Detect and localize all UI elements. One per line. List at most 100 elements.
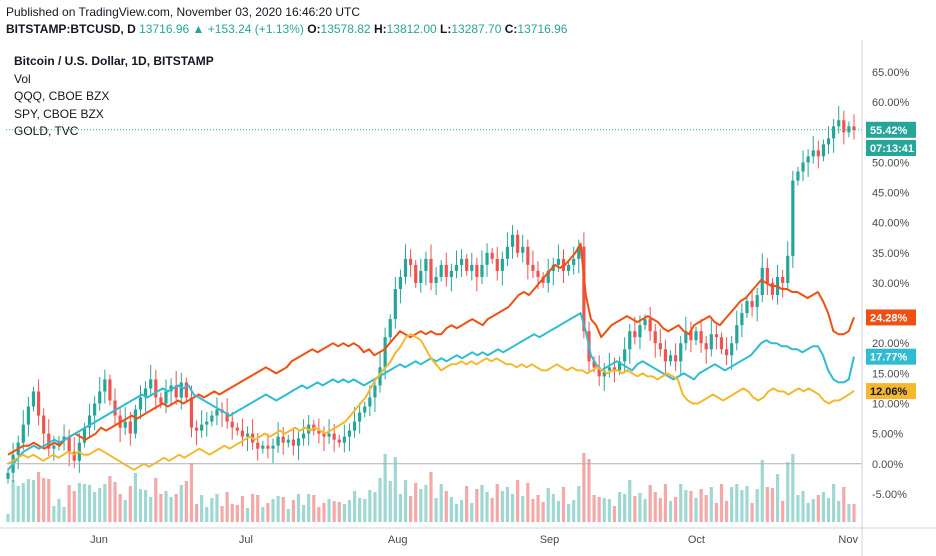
legend-item-gold[interactable]: GOLD, TVC: [14, 124, 79, 138]
volume-bar: [327, 499, 331, 522]
legend-item-spy[interactable]: SPY, CBOE BZX: [14, 106, 104, 121]
volume-bar: [730, 487, 734, 522]
volume-bar: [663, 484, 668, 522]
candle-body: [796, 171, 800, 181]
volume-bar: [403, 480, 408, 522]
candle-body: [200, 424, 204, 431]
volume-bar: [521, 496, 525, 522]
volume-bar: [36, 472, 41, 522]
volume-bar: [628, 480, 632, 522]
candle-body: [67, 436, 71, 452]
candle-body: [154, 379, 158, 398]
volume-bar: [837, 501, 841, 522]
y-tick-label: 45.00%: [872, 188, 910, 200]
volume-bar: [755, 489, 759, 522]
volume-bar: [138, 489, 143, 522]
price-change: +153.24 (+1.13%): [207, 22, 304, 36]
candle-body: [301, 433, 306, 439]
candle-body: [510, 234, 515, 247]
y-tick-label: 5.00%: [872, 429, 903, 441]
volume-bar: [806, 503, 810, 522]
volume-bar: [653, 492, 657, 522]
volume-bar: [347, 500, 352, 522]
volume-bar: [149, 497, 153, 522]
chart-legend: Bitcoin / U.S. Dollar, 1D, BITSTAMP Vol …: [14, 53, 214, 141]
candle-body: [821, 144, 826, 157]
volume-bar: [674, 497, 678, 522]
volume-bar: [301, 505, 306, 522]
candle-body: [123, 421, 127, 428]
candle-body: [465, 258, 469, 271]
candle-body: [373, 385, 377, 398]
volume-bar: [256, 495, 260, 522]
volume-bar: [251, 494, 255, 522]
volume-bar: [31, 480, 36, 522]
volume-bar: [72, 491, 76, 522]
volume-bar: [276, 496, 280, 522]
y-tick-label: 60.00%: [872, 97, 910, 109]
volume-bar: [781, 501, 785, 522]
candle-body: [230, 421, 234, 428]
candle-body: [179, 382, 183, 398]
volume-bar: [495, 484, 499, 522]
volume-bar: [658, 498, 662, 522]
price-tag-bg: [866, 121, 916, 138]
legend-item-qqq[interactable]: QQQ, CBOE BZX: [14, 89, 110, 103]
volume-bar: [429, 472, 433, 522]
candle-body: [393, 289, 397, 320]
candle-body: [567, 264, 571, 271]
candle-body: [475, 264, 479, 277]
candle-body: [98, 391, 102, 404]
candle-body: [617, 361, 622, 371]
volume-bar: [47, 479, 51, 522]
candle-body: [684, 331, 688, 344]
volume-bar: [352, 491, 357, 522]
candle-body: [490, 252, 494, 259]
volume-bar: [393, 457, 397, 522]
x-tick-label: Jul: [239, 534, 253, 546]
volume-bar: [465, 486, 469, 522]
candle-body: [745, 301, 749, 314]
candle-body: [133, 409, 138, 434]
candle-body: [811, 150, 815, 157]
price-chart[interactable]: 65.00%60.00%55.00%50.00%45.00%40.00%35.0…: [0, 40, 936, 556]
legend-item-vol[interactable]: Vol: [14, 71, 31, 86]
volume-bar: [801, 491, 805, 522]
volume-bar: [332, 501, 336, 522]
volume-bar: [546, 488, 550, 522]
candle-body: [368, 397, 372, 407]
volume-bar: [470, 503, 474, 522]
candle-body: [847, 126, 851, 133]
candle-body: [398, 276, 403, 289]
volume-bars: [6, 453, 856, 522]
candle-body: [556, 258, 561, 265]
candle-body: [174, 385, 178, 398]
candle-body: [205, 421, 209, 425]
candle-body: [546, 270, 550, 283]
candle-body: [189, 397, 194, 428]
volume-bar: [638, 493, 642, 522]
volume-bar: [679, 484, 683, 522]
y-tick-label: -5.00%: [872, 489, 907, 501]
volume-bar: [439, 484, 443, 522]
volume-bar: [21, 483, 25, 522]
volume-bar: [485, 492, 489, 522]
volume-bar: [128, 486, 132, 522]
volume-bar: [281, 497, 285, 522]
x-tick-label: Jun: [90, 534, 108, 546]
volume-bar: [98, 488, 102, 522]
volume-bar: [786, 462, 790, 522]
candle-body: [770, 282, 775, 296]
volume-bar: [93, 492, 97, 522]
published-note: Published on TradingView.com, November 0…: [6, 5, 360, 19]
volume-bar: [740, 490, 744, 522]
volume-bar: [82, 484, 87, 522]
volume-bar: [709, 487, 713, 522]
volume-bar: [424, 485, 428, 522]
candle-body: [816, 150, 820, 157]
chart-background: [0, 40, 936, 556]
candle-body: [337, 439, 341, 443]
volume-bar: [704, 495, 708, 522]
x-tick-label: Oct: [688, 534, 705, 546]
volume-bar: [383, 454, 387, 522]
